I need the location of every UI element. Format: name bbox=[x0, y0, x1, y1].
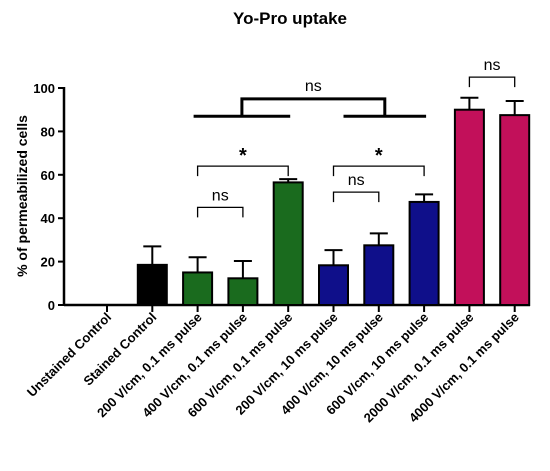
bar bbox=[363, 244, 395, 306]
significance-bracket bbox=[332, 165, 425, 177]
y-tick-label: 80 bbox=[41, 124, 55, 139]
bar bbox=[318, 264, 349, 306]
significance-label: ns bbox=[212, 187, 229, 204]
significance-label: ns bbox=[348, 172, 365, 189]
significance-bracket bbox=[332, 191, 380, 203]
significance-star: * bbox=[375, 145, 383, 167]
bar bbox=[136, 263, 168, 307]
y-tick-label: 100 bbox=[33, 81, 55, 96]
significance-bracket bbox=[196, 206, 244, 218]
bar bbox=[182, 271, 214, 307]
significance-bracket bbox=[240, 97, 387, 117]
y-tick-label: 20 bbox=[41, 255, 55, 270]
significance-label: ns bbox=[305, 78, 322, 95]
bar bbox=[453, 108, 485, 306]
x-category-label: Unstained Control bbox=[24, 310, 114, 400]
significance-bracket bbox=[468, 76, 516, 88]
y-tick-label: 0 bbox=[48, 298, 55, 313]
bar bbox=[227, 277, 259, 306]
y-axis-label: % of permeabilized cells bbox=[14, 115, 30, 277]
significance-label: ns bbox=[484, 57, 501, 74]
y-tick-label: 40 bbox=[41, 211, 55, 226]
bar bbox=[408, 200, 440, 306]
bar bbox=[499, 114, 531, 306]
significance-bracket bbox=[196, 165, 289, 177]
chart-title: Yo-Pro uptake bbox=[233, 9, 347, 28]
significance-star: * bbox=[239, 145, 247, 167]
y-tick-label: 60 bbox=[41, 168, 55, 183]
bar bbox=[272, 181, 304, 307]
